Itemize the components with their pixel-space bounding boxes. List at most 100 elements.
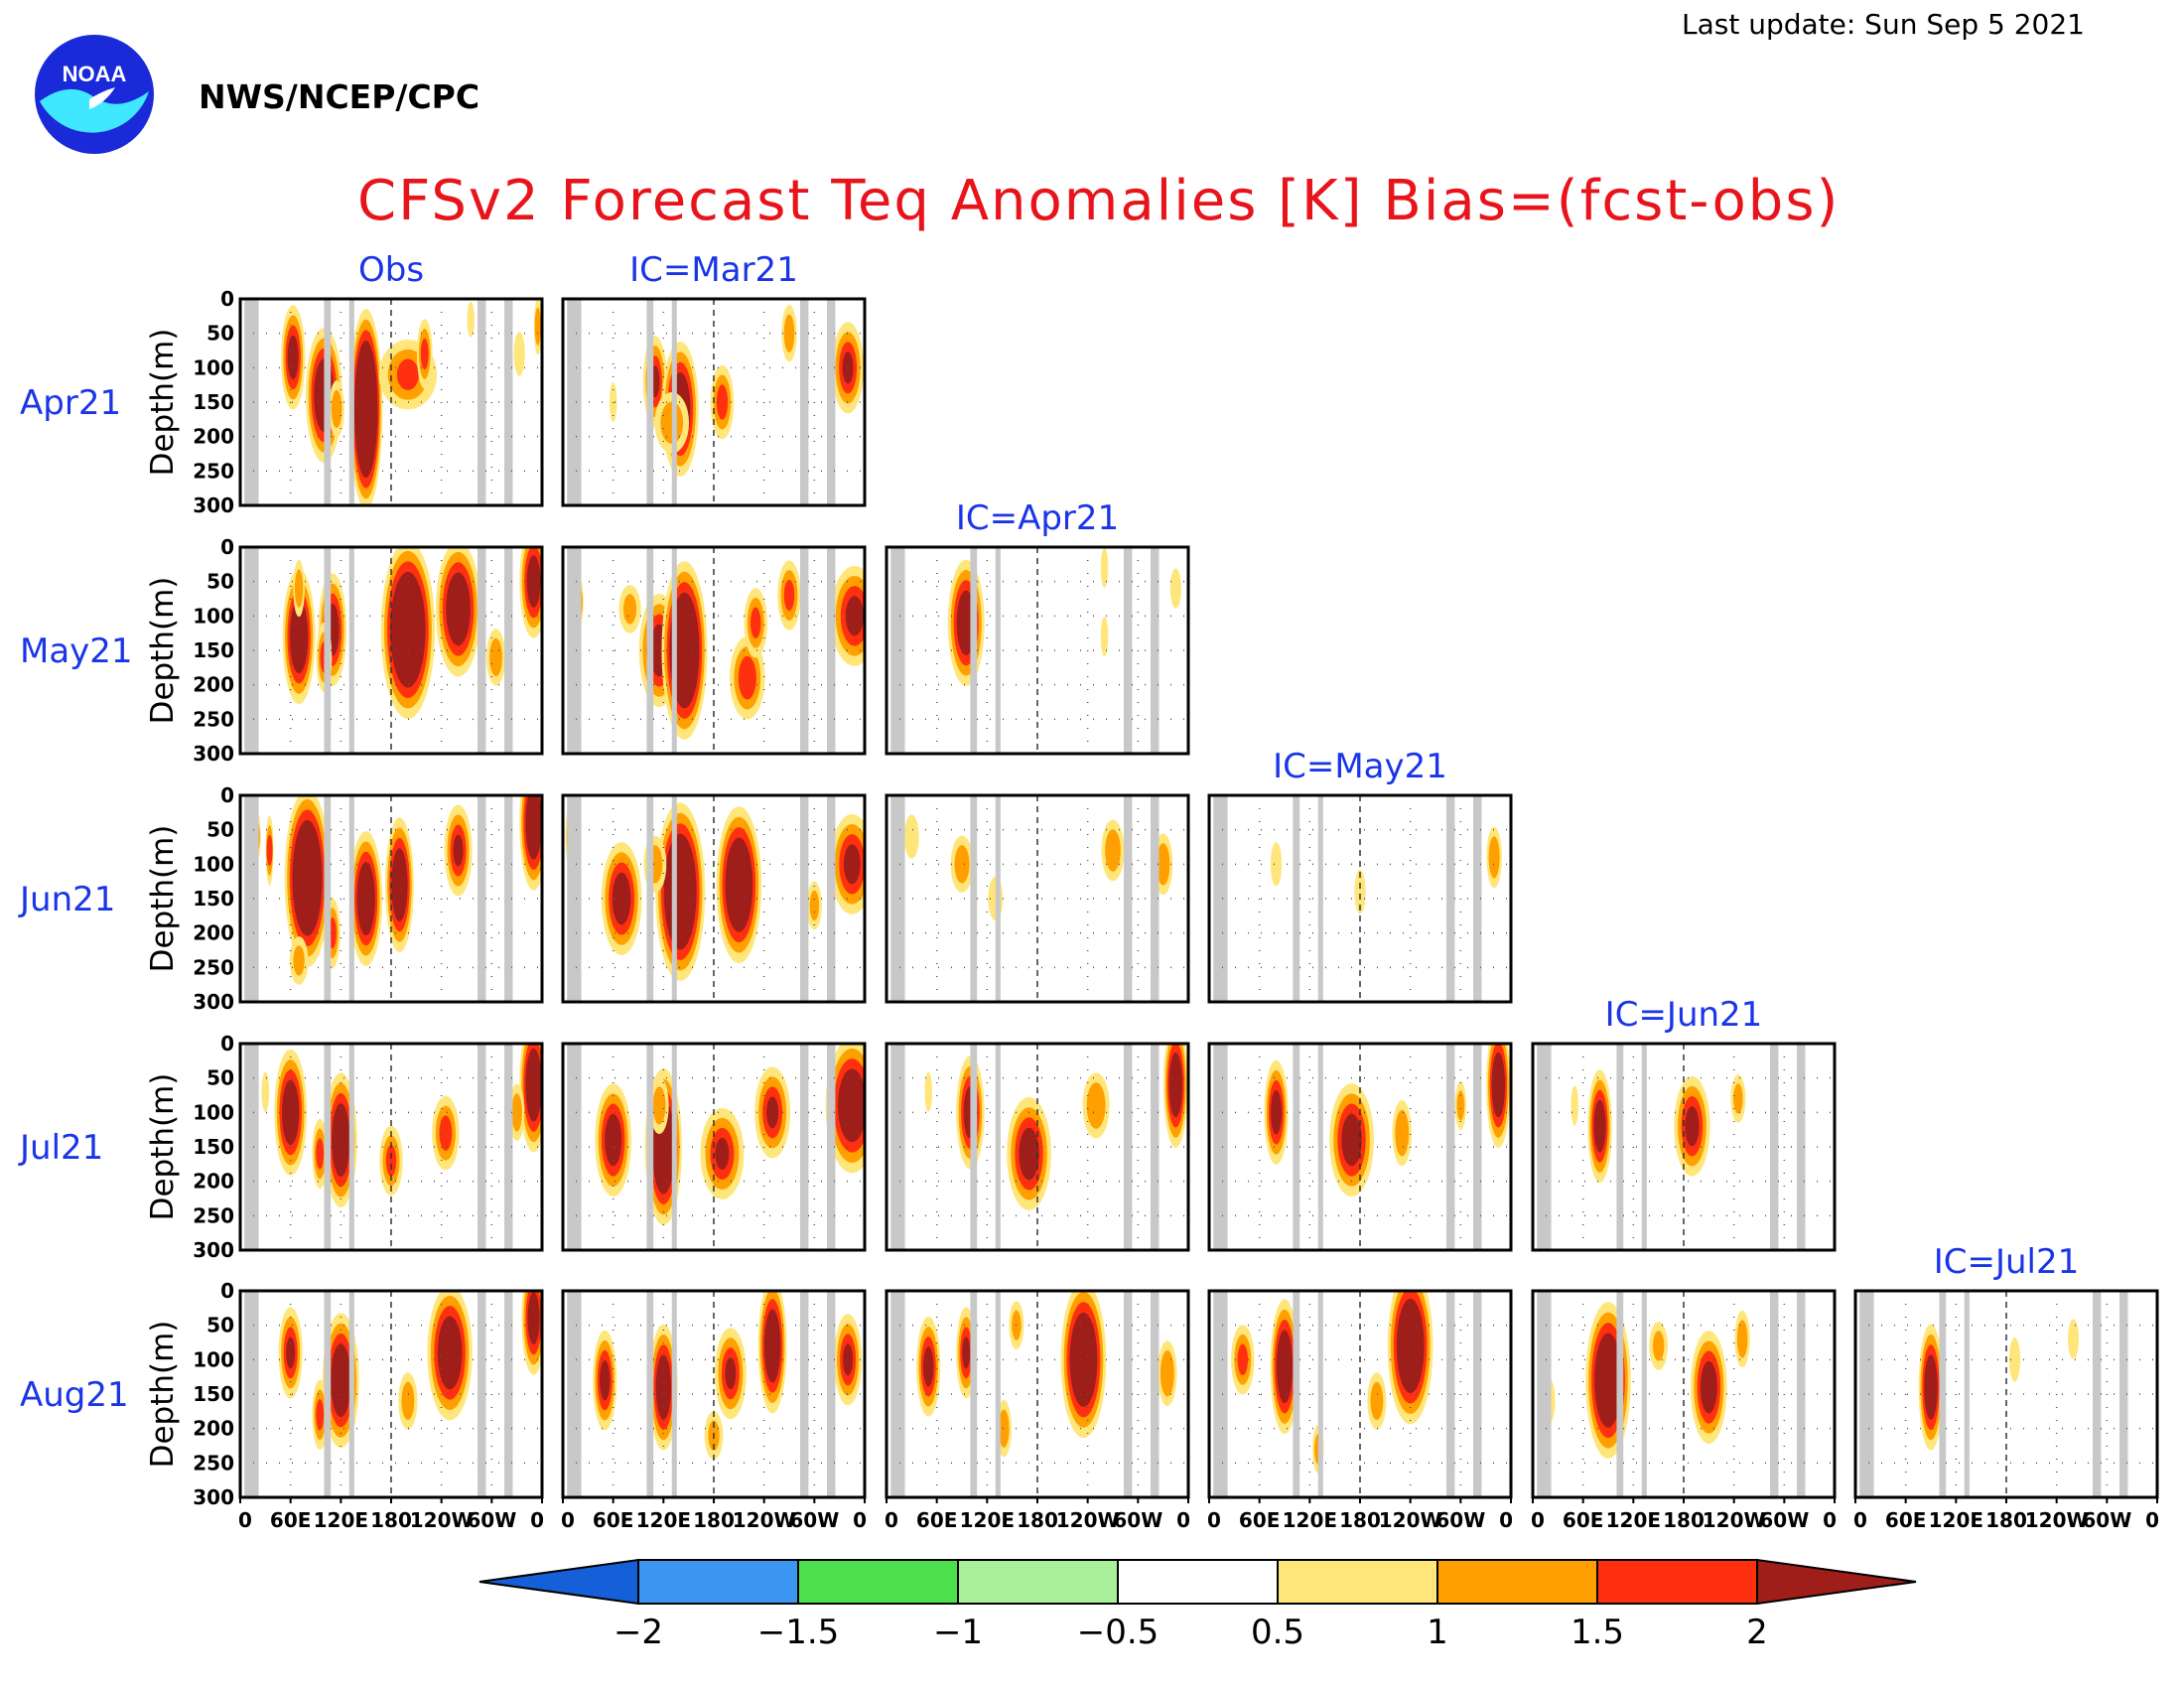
land-mask bbox=[827, 795, 836, 1002]
anomaly-contour bbox=[385, 1145, 397, 1177]
anomaly-contour bbox=[1069, 1312, 1098, 1407]
anomaly-contour bbox=[766, 1096, 779, 1129]
x-tick-label: 120W bbox=[2025, 1508, 2089, 1532]
anomaly-contour bbox=[331, 389, 342, 429]
y-tick-label: 200 bbox=[193, 921, 234, 945]
land-mask bbox=[671, 1044, 677, 1250]
panel-apr21-ic-mar21: IC=Mar21 bbox=[561, 250, 867, 507]
panel-frame bbox=[238, 1042, 544, 1252]
land-mask bbox=[646, 547, 654, 754]
anomaly-contour bbox=[1653, 1331, 1665, 1361]
anomaly-contour bbox=[845, 596, 864, 636]
land-mask bbox=[1797, 1044, 1806, 1250]
land-mask bbox=[1473, 1044, 1482, 1250]
land-mask bbox=[827, 1044, 836, 1250]
x-tick-label: 0 bbox=[1823, 1508, 1837, 1532]
land-mask bbox=[1213, 1291, 1228, 1497]
x-tick-label: 60W bbox=[1759, 1508, 1809, 1532]
land-mask bbox=[504, 1291, 513, 1497]
panel-title: IC=Jun21 bbox=[1605, 995, 1763, 1035]
land-mask bbox=[1445, 795, 1455, 1002]
y-tick-label: 0 bbox=[220, 535, 234, 559]
x-tick-label: 120W bbox=[733, 1508, 796, 1532]
anomaly-contour bbox=[525, 795, 542, 860]
land-mask bbox=[1641, 1291, 1647, 1497]
land-mask bbox=[1769, 1291, 1779, 1497]
y-tick-label: 50 bbox=[206, 322, 234, 346]
land-mask bbox=[348, 795, 354, 1002]
land-mask bbox=[1123, 1291, 1133, 1497]
anomaly-contour bbox=[605, 1113, 622, 1167]
land-mask bbox=[244, 795, 259, 1002]
anomaly-contour bbox=[612, 872, 631, 925]
land-mask bbox=[348, 547, 354, 754]
land-mask bbox=[890, 547, 905, 754]
anomaly-contour bbox=[437, 1316, 463, 1390]
anomaly-contour bbox=[1491, 1052, 1506, 1118]
anomaly-contour bbox=[287, 335, 299, 380]
anomaly-contour bbox=[843, 844, 861, 885]
anomaly-contour bbox=[1169, 568, 1181, 609]
land-mask bbox=[1317, 795, 1323, 1002]
anomaly-contour bbox=[439, 1115, 453, 1151]
anomaly-contour bbox=[843, 1343, 854, 1376]
land-mask bbox=[1151, 1044, 1160, 1250]
y-tick-label: 150 bbox=[193, 1382, 234, 1406]
y-tick-label: 250 bbox=[193, 1203, 234, 1227]
land-mask bbox=[799, 1044, 809, 1250]
anomaly-contour bbox=[390, 571, 426, 688]
land-mask bbox=[995, 795, 1001, 1002]
y-tick-label: 0 bbox=[220, 287, 234, 311]
anomaly-contour bbox=[1700, 1360, 1717, 1414]
panel-jul21-ic-mar21 bbox=[561, 1042, 867, 1252]
y-tick-label: 200 bbox=[193, 673, 234, 697]
land-mask bbox=[995, 1044, 1001, 1250]
anomaly-contour bbox=[1156, 843, 1170, 886]
y-axis-label: Depth(m) bbox=[145, 1321, 181, 1469]
y-tick-label: 50 bbox=[206, 1314, 234, 1337]
colorbar-segment bbox=[1277, 1559, 1438, 1605]
anomaly-contour bbox=[1237, 1343, 1249, 1376]
x-tick-label: 0 bbox=[1176, 1508, 1190, 1532]
anomaly-contour bbox=[511, 1093, 522, 1132]
x-tick-label: 0 bbox=[561, 1508, 575, 1532]
y-axis-label: Depth(m) bbox=[145, 329, 181, 477]
anomaly-contour bbox=[750, 607, 761, 638]
anomaly-contour bbox=[842, 352, 854, 384]
colorbar-segment bbox=[478, 1558, 639, 1606]
y-tick-label: 150 bbox=[193, 887, 234, 911]
y-axis-label: Depth(m) bbox=[145, 825, 181, 973]
land-mask bbox=[1213, 1044, 1228, 1250]
land-mask bbox=[244, 1291, 259, 1497]
x-tick-label: 120E bbox=[1929, 1508, 1983, 1532]
colorbar-segment bbox=[957, 1559, 1119, 1605]
land-mask bbox=[1473, 795, 1482, 1002]
x-tick-label: 120E bbox=[1283, 1508, 1337, 1532]
land-mask bbox=[1317, 1291, 1323, 1497]
land-mask bbox=[1445, 1291, 1455, 1497]
anomaly-contour bbox=[962, 1336, 971, 1369]
land-mask bbox=[1964, 1291, 1970, 1497]
anomaly-contour bbox=[923, 1346, 934, 1387]
land-mask bbox=[1213, 795, 1228, 1002]
colorbar-segment bbox=[637, 1559, 799, 1605]
x-tick-label: 180 bbox=[1017, 1508, 1058, 1532]
anomaly-contour bbox=[954, 845, 970, 884]
anomaly-contour bbox=[1456, 1090, 1465, 1121]
land-mask bbox=[567, 299, 582, 505]
land-mask bbox=[244, 547, 259, 754]
x-tick-label: 0 bbox=[853, 1508, 867, 1532]
anomaly-contour bbox=[525, 1048, 542, 1122]
y-tick-label: 0 bbox=[220, 1279, 234, 1303]
x-tick-label: 120E bbox=[1606, 1508, 1661, 1532]
colorbar-tick-label: 0.5 bbox=[1251, 1613, 1304, 1652]
land-mask bbox=[2119, 1291, 2128, 1497]
y-tick-label: 300 bbox=[193, 742, 234, 766]
anomaly-contour bbox=[396, 358, 419, 390]
land-mask bbox=[1123, 795, 1133, 1002]
x-tick-label: 180 bbox=[1985, 1508, 2027, 1532]
